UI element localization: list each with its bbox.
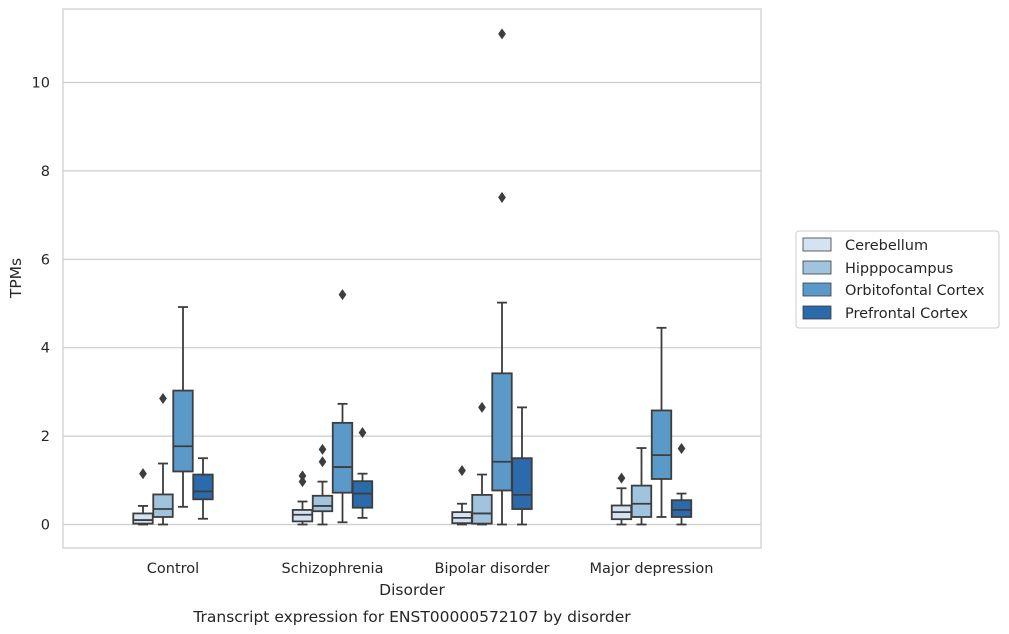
box-prefrontal-cortex-bipolar-disorder [511, 406, 533, 526]
box-iqr [630, 484, 653, 518]
box-iqr [132, 512, 154, 525]
outlier-point [159, 393, 167, 405]
box-iqr [491, 372, 513, 492]
legend-label-hippocampus: Hipppocampus [845, 261, 953, 277]
box-iqr [192, 473, 214, 501]
x-tick-label-control: Control [147, 561, 199, 577]
box-orbitofontal-cortex-schizophrenia [331, 289, 354, 524]
y-tick-label-2: 2 [41, 429, 50, 445]
outlier-point [298, 470, 307, 482]
chart-title: Transcript expression for ENST0000057210… [192, 608, 631, 626]
outlier-point [498, 191, 506, 203]
outlier-point [298, 476, 307, 488]
outlier-point [478, 401, 486, 413]
box-iqr [471, 493, 493, 525]
outlier-point [458, 465, 466, 477]
x-tick-label-major-depression: Major depression [590, 561, 714, 577]
outlier-point [139, 468, 147, 480]
box-iqr [331, 421, 354, 494]
box-orbitofontal-cortex-control [172, 306, 194, 508]
box-iqr [650, 409, 673, 480]
legend-label-cerebellum: Cerebellum [845, 238, 928, 254]
legend-swatch-cerebellum [802, 237, 832, 252]
legend-label-orbitofrontal: Orbitofontal Cortex [845, 283, 985, 299]
y-axis-label: TPMs [7, 258, 25, 299]
y-tick-label-0: 0 [41, 518, 50, 534]
box-prefrontal-cortex-major-depression [670, 442, 693, 526]
box-orbitofontal-cortex-major-depression [650, 326, 673, 518]
x-tick-label-bipolar-disorder: Bipolar disorder [435, 561, 550, 577]
box-prefrontal-cortex-schizophrenia [351, 427, 374, 519]
box-cerebellum-major-depression [610, 472, 633, 526]
outlier-point [318, 456, 327, 468]
outlier-point [338, 289, 347, 301]
outlier-point [498, 28, 506, 40]
y-tick-label-8: 8 [41, 164, 50, 180]
boxes [132, 28, 693, 526]
legend-swatch-hippocampus [802, 260, 832, 275]
y-tick-label-6: 6 [41, 252, 50, 268]
legend: Cerebellum Hipppocampus Orbitofontal Cor… [795, 230, 1000, 329]
outlier-point [358, 427, 367, 439]
legend-frame [795, 230, 1000, 329]
y-tick-labels: 0 2 4 6 8 10 [32, 76, 50, 534]
box-iqr [311, 494, 334, 513]
x-tick-labels: Control Schizophrenia Bipolar disorder Majo… [147, 561, 714, 577]
legend-swatch-orbitofrontal [802, 282, 832, 297]
y-tick-label-4: 4 [41, 341, 50, 357]
legend-label-prefrontal: Prefrontal Cortex [845, 306, 968, 322]
box-iqr [511, 457, 533, 510]
box-cerebellum-schizophrenia [291, 470, 314, 526]
box-iqr [152, 493, 174, 518]
y-tick-label-10: 10 [32, 76, 50, 92]
plot-area-frame [62, 8, 762, 549]
x-axis-label: Disorder [379, 581, 445, 599]
box-prefrontal-cortex-control [192, 457, 214, 520]
box-cerebellum-control [132, 468, 154, 526]
outlier-point [677, 442, 686, 454]
box-hipppocampus-major-depression [630, 447, 653, 526]
outlier-point [318, 443, 327, 455]
box-iqr [172, 389, 194, 473]
box-hipppocampus-control [152, 393, 174, 526]
outlier-point [617, 472, 626, 484]
box-hipppocampus-bipolar-disorder [471, 401, 493, 526]
box-cerebellum-bipolar-disorder [451, 465, 473, 526]
x-tick-label-schizophrenia: Schizophrenia [282, 561, 384, 577]
box-iqr [670, 499, 693, 518]
box-orbitofontal-cortex-bipolar-disorder [491, 28, 513, 526]
box-hipppocampus-schizophrenia [311, 443, 334, 526]
legend-swatch-prefrontal [802, 305, 832, 320]
